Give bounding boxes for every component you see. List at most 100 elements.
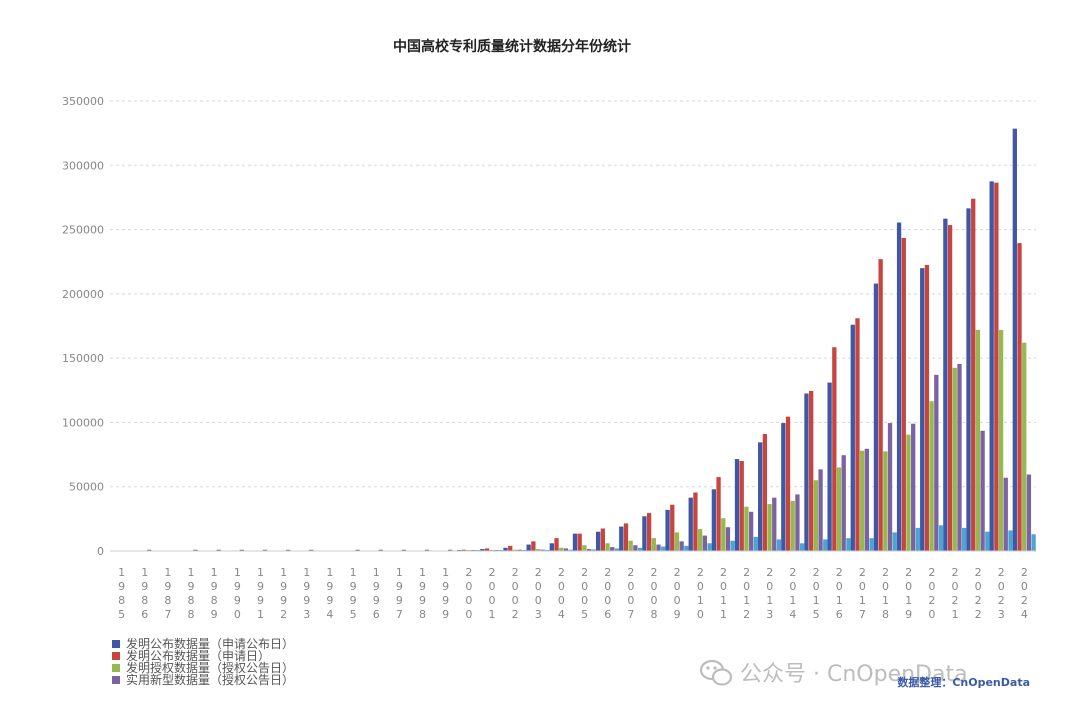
legend-swatch <box>112 676 120 684</box>
x-tick-label: 9 <box>188 580 195 593</box>
x-tick-label: 0 <box>789 580 796 593</box>
bar-2015-s2 <box>813 480 819 551</box>
bar-2018-s3 <box>887 423 893 551</box>
bar-2024-s1 <box>1017 243 1022 552</box>
x-tick-label: 2 <box>836 566 843 579</box>
x-tick-label: 9 <box>164 580 171 593</box>
y-tick-label: 150000 <box>62 352 104 365</box>
bar-2023-s2 <box>998 329 1004 551</box>
bar-2010-s1 <box>693 492 698 551</box>
x-tick-label: 2 <box>674 566 681 579</box>
x-tick-label: 0 <box>627 594 634 607</box>
bar-1996-s3 <box>378 549 383 551</box>
x-tick-label: 0 <box>766 580 773 593</box>
x-tick-label: 5 <box>118 608 125 621</box>
x-tick-label: 2 <box>766 566 773 579</box>
x-tick-label: 0 <box>951 580 958 593</box>
bar-2023-s3 <box>1003 477 1008 551</box>
x-tick-label: 0 <box>535 594 542 607</box>
x-tick-label: 2 <box>720 566 727 579</box>
bar-2007-s4 <box>637 547 643 551</box>
x-tick-label: 2 <box>488 566 495 579</box>
legend-label[interactable]: 实用新型数据量（授权公告日） <box>126 672 294 687</box>
x-tick-label: 2 <box>280 608 287 621</box>
x-tick-label: 0 <box>813 580 820 593</box>
legend-swatch <box>112 664 120 672</box>
x-tick-label: 3 <box>766 608 773 621</box>
y-tick-label: 100000 <box>62 416 104 429</box>
x-tick-label: 1 <box>743 594 750 607</box>
bar-2013-s1 <box>762 434 768 551</box>
bar-2004-s4 <box>568 549 573 551</box>
x-tick-label: 1 <box>373 566 380 579</box>
x-tick-label: 2 <box>928 566 935 579</box>
bar-2015-s4 <box>823 539 828 551</box>
x-tick-label: 9 <box>303 580 310 593</box>
bar-1999-s3 <box>448 549 453 551</box>
x-tick-label: 2 <box>998 566 1005 579</box>
x-tick-label: 0 <box>882 580 889 593</box>
x-tick-label: 2 <box>465 566 472 579</box>
bar-2021-s4 <box>962 527 967 551</box>
legend-label[interactable]: 发明授权数据量（授权公告日） <box>126 660 294 675</box>
bar-2007-s1 <box>623 523 629 551</box>
x-tick-label: 0 <box>465 580 472 593</box>
watermark-text: 公众号 · CnOpenData <box>740 662 968 687</box>
x-tick-label: 1 <box>257 608 264 621</box>
x-tick-label: 0 <box>975 580 982 593</box>
bar-2021-s0 <box>943 218 948 551</box>
x-tick-label: 9 <box>442 608 449 621</box>
bar-2022-s0 <box>966 208 971 551</box>
legend[interactable]: 发明公布数据量（申请公布日）发明公布数据量（申请日）发明授权数据量（授权公告日）… <box>112 636 294 687</box>
bar-2014-s4 <box>799 543 805 551</box>
x-tick-label: 2 <box>558 566 565 579</box>
bar-2020-s4 <box>938 525 944 551</box>
x-tick-label: 7 <box>627 608 634 621</box>
x-tick-label: 2 <box>743 566 750 579</box>
x-tick-label: 9 <box>442 580 449 593</box>
bar-2013-s3 <box>772 497 777 551</box>
x-tick-label: 1 <box>720 594 727 607</box>
x-tick-label: 2 <box>951 594 958 607</box>
x-tick-label: 5 <box>581 608 588 621</box>
bar-2017-s2 <box>860 450 865 551</box>
x-tick-label: 9 <box>373 580 380 593</box>
bar-2008-s0 <box>642 516 647 551</box>
x-tick-label: 1 <box>813 594 820 607</box>
bar-2016-s1 <box>832 347 837 551</box>
legend-label[interactable]: 发明公布数据量（申请日） <box>126 648 270 663</box>
bar-2012-s1 <box>739 461 744 551</box>
y-tick-label: 0 <box>97 545 104 558</box>
x-tick-label: 4 <box>558 608 565 621</box>
x-tick-label: 0 <box>697 580 704 593</box>
bar-2003-s3 <box>540 549 545 551</box>
x-tick-label: 9 <box>419 580 426 593</box>
bar-2004-s2 <box>559 547 564 551</box>
x-tick-label: 0 <box>743 580 750 593</box>
x-tick-label: 0 <box>674 594 681 607</box>
x-tick-label: 9 <box>234 594 241 607</box>
x-tick-label: 2 <box>581 566 588 579</box>
x-tick-label: 1 <box>859 594 866 607</box>
x-tick-label: 1 <box>257 566 264 579</box>
legend-label[interactable]: 发明公布数据量（申请公布日） <box>126 636 294 651</box>
x-tick-label: 2 <box>975 594 982 607</box>
bar-2009-s3 <box>679 541 684 551</box>
x-tick-label: 9 <box>211 580 218 593</box>
x-tick-label: 7 <box>164 608 171 621</box>
bar-2017-s0 <box>850 324 855 551</box>
bar-2014-s1 <box>785 416 791 551</box>
bar-2003-s0 <box>526 544 531 551</box>
x-tick-label: 8 <box>141 594 148 607</box>
x-tick-label: 7 <box>859 608 866 621</box>
bar-2024-s4 <box>1031 534 1036 551</box>
x-tick-label: 0 <box>535 580 542 593</box>
bar-2011-s1 <box>716 477 721 551</box>
x-tick-label: 1 <box>789 594 796 607</box>
bar-2010-s4 <box>707 543 712 551</box>
x-tick-label: 8 <box>882 608 889 621</box>
x-tick-label: 8 <box>188 594 195 607</box>
bar-2002-s0 <box>503 547 508 551</box>
x-tick-label: 8 <box>164 594 171 607</box>
x-tick-label: 0 <box>998 580 1005 593</box>
